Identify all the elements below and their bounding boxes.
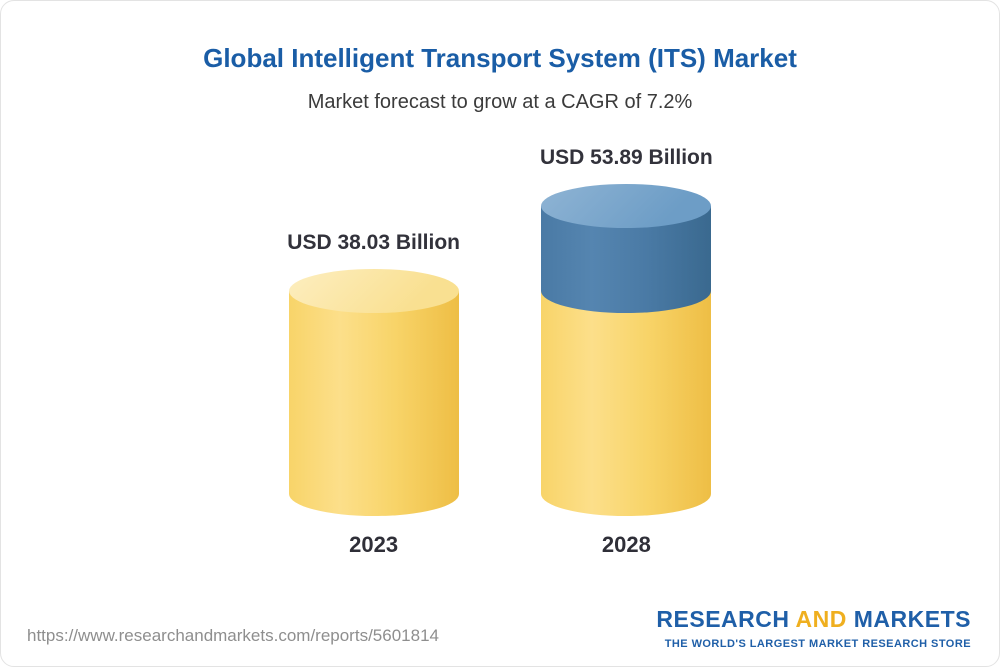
logo-word-and: AND [795,606,847,632]
bar-value-label: USD 38.03 Billion [287,230,460,254]
logo-wordmark: RESEARCH AND MARKETS [656,606,971,633]
cylinder-segment-yellow [288,290,459,516]
bar-chart: USD 38.03 Billion 2023 USD 53.89 Billion 20… [1,146,999,558]
bar-category-label: 2023 [349,532,399,557]
logo-tagline: THE WORLD'S LARGEST MARKET RESEARCH STOR… [664,638,971,650]
bar-group-2023: USD 38.03 Billion 2023 [287,231,460,558]
cylinder-2028 [541,183,712,516]
cylinder-2023 [288,268,459,516]
bar-group-2028: USD 53.89 Billion 2028 [540,146,713,558]
logo-word-research: RESEARCH [656,606,790,632]
bar-category-label: 2028 [601,532,651,557]
brand-logo: RESEARCH AND MARKETS THE WORLD'S LARGEST… [656,606,971,650]
cylinder-segment-yellow [541,290,712,516]
cylinder-top-blue [541,183,712,228]
chart-title: Global Intelligent Transport System (ITS… [203,43,797,73]
logo-word-markets: MARKETS [853,606,971,632]
bar-value-label: USD 53.89 Billion [540,145,713,169]
chart-subtitle: Market forecast to grow at a CAGR of 7.2… [307,91,693,113]
cylinder-top-yellow [288,268,459,313]
source-url[interactable]: https://www.researchandmarkets.com/repor… [27,626,439,645]
